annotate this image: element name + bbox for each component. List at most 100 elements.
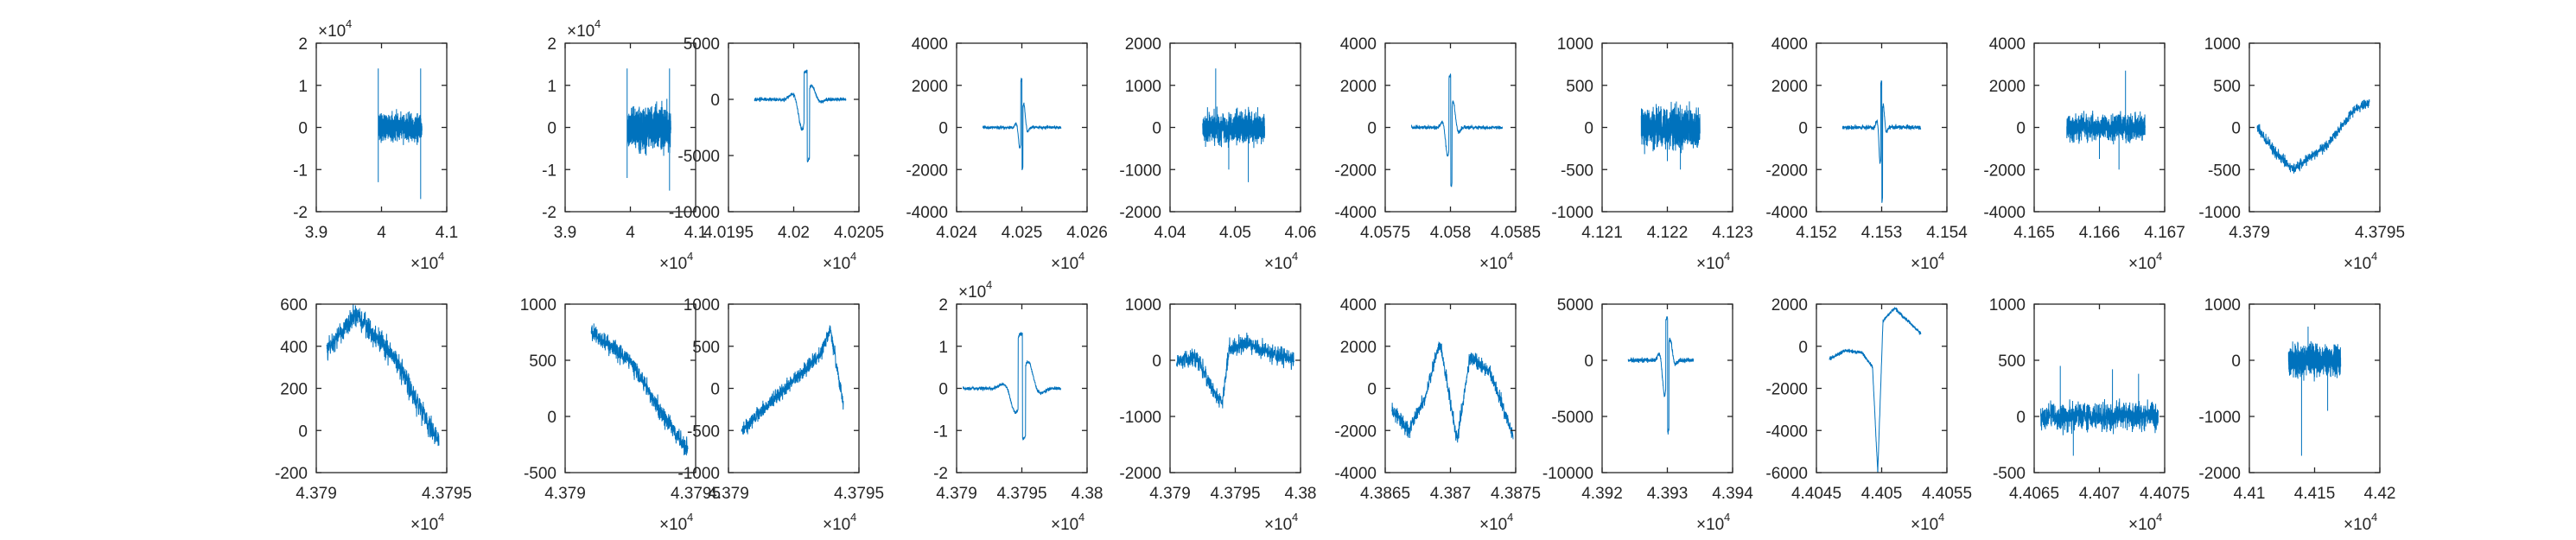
x-tick-label: 4.405 — [1861, 485, 1903, 503]
axes-box — [2248, 42, 2381, 213]
subplot-6: 4.0575 4.058 4.0585 -4000 -2000 0 2000 4000 ×10 4 — [1334, 35, 1541, 273]
y-tick-label: -6000 — [1765, 465, 1808, 483]
y-tick-label: 2000 — [912, 78, 948, 96]
x-tick-label: 4.407 — [2079, 485, 2121, 503]
x-tick-label: 3.9 — [554, 224, 576, 242]
y-tick-label: 2000 — [1340, 78, 1377, 96]
x-tick-label: 4.415 — [2294, 485, 2336, 503]
y-tick-label: 0 — [1798, 120, 1808, 138]
subplot-10: 4.379 4.3795 -1000 -500 0 500 1000 ×10 4 — [2198, 35, 2405, 273]
x-exponent-label: ×10 — [1051, 516, 1078, 534]
x-exponent-power: 4 — [2371, 511, 2377, 524]
y-tick-label: -2000 — [1765, 162, 1808, 180]
axes-box — [564, 303, 696, 473]
x-tick-label: 4.393 — [1647, 485, 1689, 503]
y-tick-label: 2000 — [1125, 35, 1161, 54]
y-tick-label: -1 — [293, 162, 308, 180]
x-tick-label: 4 — [377, 224, 386, 242]
y-tick-label: 4000 — [1771, 35, 1808, 54]
x-tick-label: 3.9 — [305, 224, 328, 242]
data-series-line — [1391, 340, 1514, 443]
x-tick-label: 4.3795 — [834, 485, 884, 503]
data-series-line — [741, 325, 844, 435]
x-exponent-power: 4 — [2156, 511, 2162, 524]
data-series-line — [1627, 315, 1695, 435]
y-tick-label: 1000 — [2204, 296, 2241, 314]
subplot-7: 4.121 4.122 4.123 -1000 -500 0 500 1000 ×10 4 — [1551, 35, 1752, 273]
data-series-line — [1640, 101, 1701, 170]
y-tick-label: 2000 — [1989, 78, 2026, 96]
data-series-line — [378, 68, 423, 200]
x-exponent-label: ×10 — [1264, 516, 1292, 534]
y-tick-label: 0 — [710, 381, 720, 399]
subplot-17: 4.392 4.393 4.394 -10000 -5000 0 5000 ×10 4 — [1542, 296, 1753, 534]
x-tick-label: 4.3795 — [996, 485, 1046, 503]
x-exponent-power: 4 — [2371, 250, 2377, 263]
x-exponent-label: ×10 — [1051, 255, 1078, 273]
data-series-line — [2066, 70, 2146, 170]
y-tick-label: -10000 — [1542, 465, 1593, 483]
data-series-line — [1841, 80, 1922, 203]
x-exponent-power: 4 — [1938, 511, 1944, 524]
y-tick-label: -1000 — [2198, 204, 2241, 222]
y-tick-label: 1000 — [1125, 78, 1161, 96]
x-exponent-power: 4 — [1938, 250, 1944, 263]
data-series-line — [1202, 68, 1265, 182]
x-tick-label: 4.1 — [684, 224, 707, 242]
x-tick-label: 4 — [626, 224, 635, 242]
y-tick-label: -2000 — [1119, 204, 1161, 222]
y-tick-label: 0 — [938, 120, 948, 138]
x-tick-label: 4.0585 — [1491, 224, 1541, 242]
x-tick-label: 4.154 — [1926, 224, 1968, 242]
data-series-line — [1176, 333, 1294, 409]
y-tick-label: -2000 — [1334, 422, 1377, 441]
y-tick-label: 200 — [280, 381, 308, 399]
x-tick-label: 4.3865 — [1360, 485, 1410, 503]
x-tick-label: 4.1 — [436, 224, 458, 242]
x-exponent-label: ×10 — [1911, 255, 1938, 273]
x-exponent-power: 4 — [2156, 250, 2162, 263]
x-exponent-power: 4 — [1507, 250, 1513, 263]
x-tick-label: 4.38 — [1285, 485, 1317, 503]
y-tick-label: 1 — [547, 78, 557, 96]
x-exponent-label: ×10 — [1479, 255, 1507, 273]
subplot-15: 4.379 4.3795 4.38 -2000 -1000 0 1000 ×10 4 — [1119, 296, 1316, 534]
y-tick-label: -200 — [275, 465, 308, 483]
axes-box — [315, 303, 448, 473]
y-tick-label: -5000 — [677, 148, 720, 166]
x-exponent-power: 4 — [438, 250, 444, 263]
x-exponent-power: 4 — [438, 511, 444, 524]
subplot-4: 4.024 4.025 4.026 -4000 -2000 0 2000 4000 ×10 4 — [906, 35, 1107, 273]
y-tick-label: 4000 — [1989, 35, 2026, 54]
x-tick-label: 4.394 — [1712, 485, 1753, 503]
x-tick-label: 4.4065 — [2009, 485, 2059, 503]
y-tick-label: -1 — [542, 162, 557, 180]
x-tick-label: 4.41 — [2234, 485, 2266, 503]
subplot-12: 4.379 4.3795 -500 0 500 1000 ×10 4 — [520, 296, 721, 534]
y-tick-label: -500 — [1561, 162, 1593, 180]
y-tick-label: 0 — [1584, 353, 1593, 371]
y-tick-label: 4000 — [912, 35, 948, 54]
y-tick-label: -1000 — [677, 465, 720, 483]
y-exponent-power: 4 — [346, 17, 352, 30]
y-tick-label: 0 — [547, 409, 557, 427]
y-tick-label: -500 — [1993, 465, 2026, 483]
x-tick-label: 4.153 — [1861, 224, 1903, 242]
y-tick-label: 500 — [2213, 78, 2241, 96]
y-tick-label: -4000 — [1765, 422, 1808, 441]
y-tick-label: -2000 — [1765, 381, 1808, 399]
y-tick-label: 0 — [1152, 353, 1161, 371]
x-exponent-label: ×10 — [823, 516, 850, 534]
y-exponent-label: ×10 — [318, 22, 346, 41]
x-exponent-power: 4 — [1724, 250, 1730, 263]
x-exponent-label: ×10 — [410, 255, 438, 273]
subplot-9: 4.165 4.166 4.167 -4000 -2000 0 2000 4000 ×10 4 — [1983, 35, 2185, 273]
y-tick-label: 0 — [2231, 120, 2241, 138]
x-tick-label: 4.3795 — [1210, 485, 1260, 503]
x-tick-label: 4.166 — [2079, 224, 2121, 242]
x-tick-label: 4.3795 — [2355, 224, 2405, 242]
y-tick-label: 0 — [2016, 409, 2026, 427]
